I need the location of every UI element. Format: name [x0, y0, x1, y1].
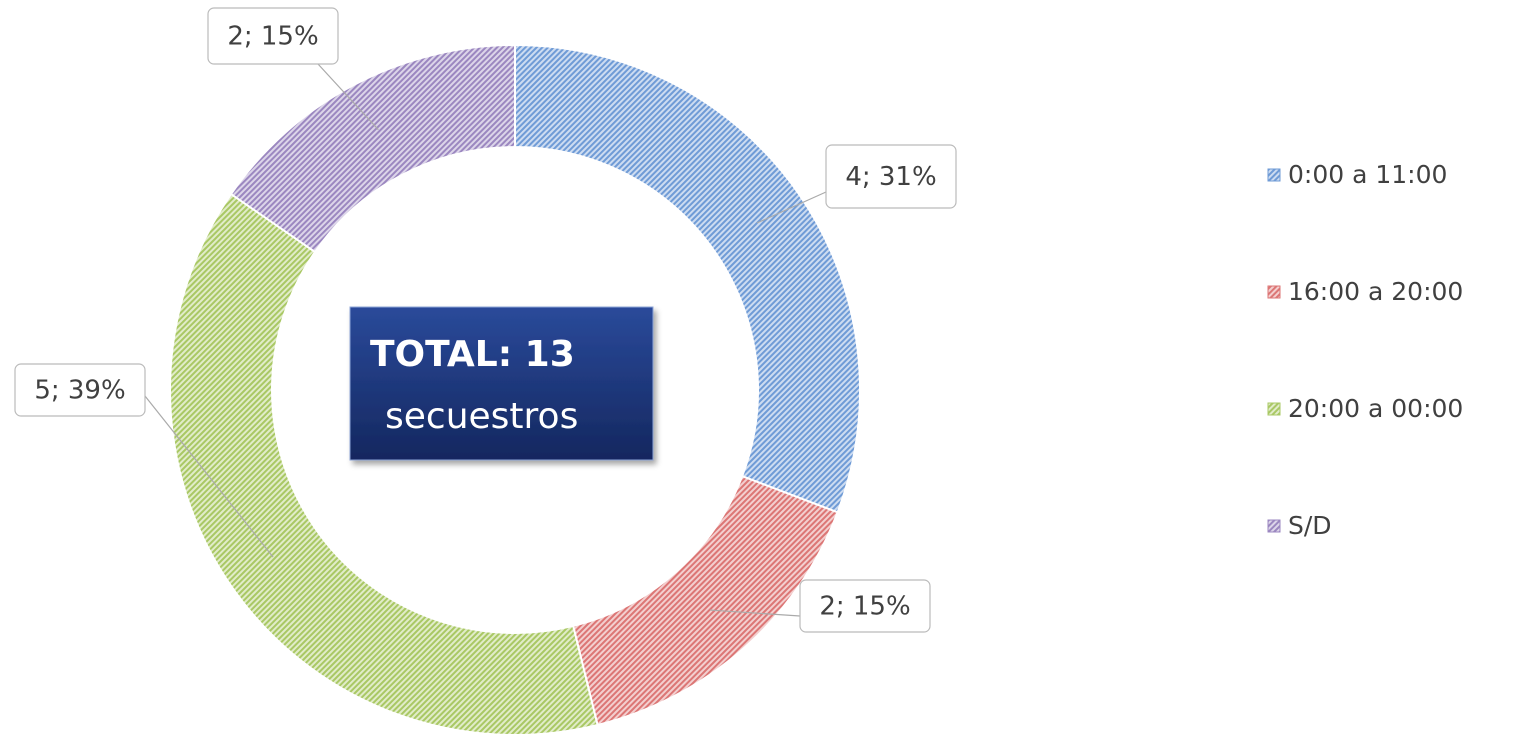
legend-label: S/D	[1288, 511, 1332, 540]
center-subtitle: secuestros	[385, 396, 578, 437]
data-label: 4; 31%	[845, 162, 936, 192]
leader-line	[144, 395, 274, 558]
donut-slice	[229, 43, 516, 254]
leader-line	[317, 63, 379, 131]
leader-line	[709, 609, 801, 617]
data-labels: 4; 31% 2; 15% 5; 39% 2; 15%	[14, 7, 957, 633]
data-label: 2; 15%	[819, 592, 910, 622]
leader-line	[756, 191, 827, 224]
center-box	[349, 306, 654, 461]
center-total: TOTAL: 13	[370, 334, 575, 375]
legend-swatch	[1267, 168, 1281, 182]
data-label-box	[207, 7, 339, 65]
data-label-box	[799, 579, 931, 633]
donut-slice	[169, 192, 599, 736]
legend-swatch	[1267, 402, 1281, 416]
legend-swatch	[1267, 285, 1281, 299]
donut-slice	[571, 474, 839, 727]
legend: 0:00 a 11:00 16:00 a 20:00 20:00 a 00:00 S/…	[1267, 160, 1463, 540]
data-label-box	[825, 144, 957, 209]
donut	[169, 43, 861, 736]
legend-label: 16:00 a 20:00	[1288, 277, 1463, 306]
data-label-box	[14, 363, 146, 417]
legend-label: 20:00 a 00:00	[1288, 394, 1463, 423]
data-label: 5; 39%	[34, 376, 125, 406]
data-label: 2; 15%	[227, 22, 318, 52]
donut-slice	[514, 43, 861, 514]
legend-swatch	[1267, 519, 1281, 533]
legend-label: 0:00 a 11:00	[1288, 160, 1447, 189]
